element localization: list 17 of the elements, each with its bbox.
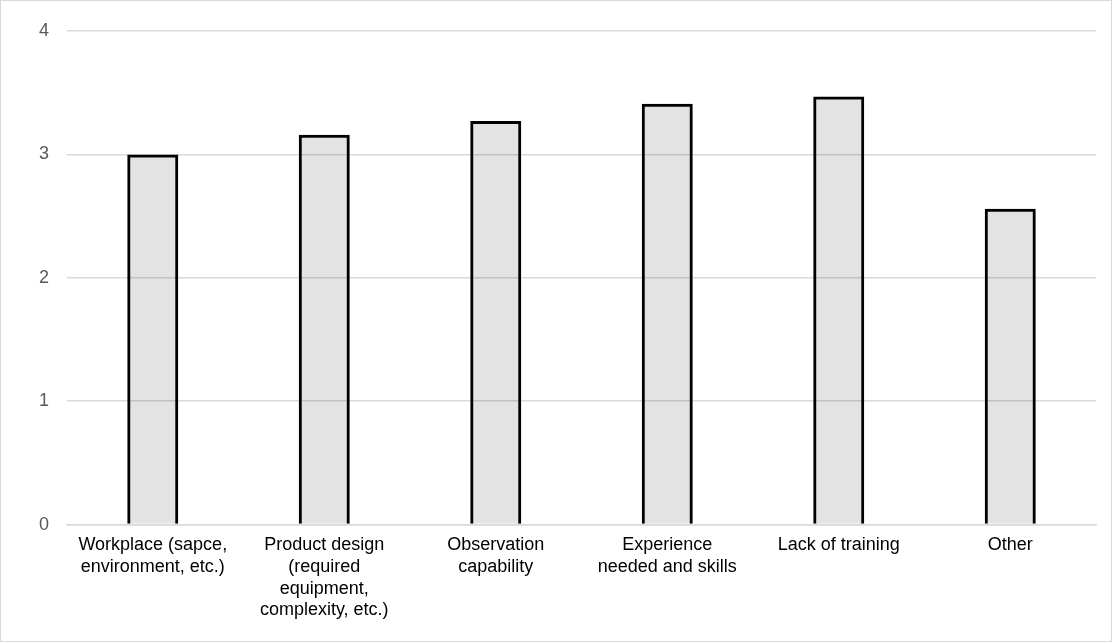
y-tick-label: 0	[39, 513, 50, 534]
x-tick-label: Other	[987, 534, 1033, 555]
bar	[127, 154, 179, 524]
x-tick-label: Workplace (sapce, environment, etc.)	[78, 534, 228, 576]
x-tick-label: Experience needed and skills	[597, 534, 737, 576]
x-tick-label: Observation capability	[447, 534, 545, 576]
bar	[641, 103, 693, 524]
x-tick-label: Lack of training	[777, 534, 900, 555]
bar	[813, 96, 865, 524]
y-tick-label: 2	[39, 266, 50, 287]
bar	[298, 134, 350, 524]
bar	[984, 208, 1036, 524]
bar	[470, 121, 522, 524]
y-tick-label: 4	[39, 19, 50, 40]
y-tick-label: 3	[39, 143, 50, 164]
x-tick-label: Product design (required equipment, complexity, etc.)	[259, 534, 389, 620]
y-tick-label: 1	[39, 390, 50, 411]
